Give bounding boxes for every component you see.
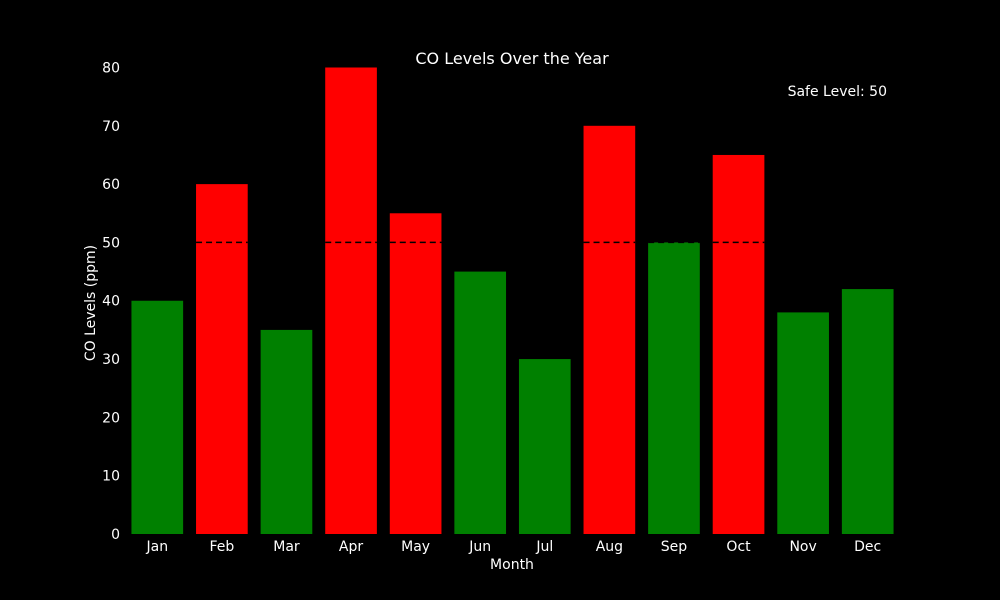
- y-axis-label: CO Levels (ppm): [83, 245, 99, 361]
- x-tick-label-apr: Apr: [339, 539, 363, 555]
- bar-sep: [648, 242, 700, 535]
- y-tick-label-40: 40: [102, 294, 120, 310]
- bar-jun: [454, 271, 507, 534]
- x-axis-ticks: Jan Feb Mar Apr May Jun Jul Aug Sep Oct Nov Dec: [145, 539, 881, 555]
- bar-may: [389, 213, 442, 535]
- bar-nov: [777, 312, 829, 534]
- x-tick-label-dec: Dec: [854, 539, 881, 555]
- x-tick-label-jan: Jan: [145, 539, 168, 555]
- bar-mar: [260, 329, 313, 534]
- x-tick-label-feb: Feb: [209, 539, 234, 555]
- y-tick-label-30: 30: [102, 352, 120, 368]
- x-tick-label-nov: Nov: [789, 539, 816, 555]
- bars-group: [131, 67, 894, 535]
- y-tick-label-70: 70: [102, 119, 120, 135]
- bar-aug: [583, 125, 636, 535]
- x-tick-label-oct: Oct: [726, 539, 751, 555]
- x-tick-label-mar: Mar: [273, 539, 300, 555]
- bar-apr: [325, 67, 377, 535]
- chart-title: CO Levels Over the Year: [415, 49, 609, 68]
- y-tick-label-80: 80: [102, 60, 120, 76]
- bar-feb: [196, 184, 248, 534]
- x-tick-label-aug: Aug: [596, 539, 623, 555]
- y-tick-label-0: 0: [111, 527, 120, 543]
- x-tick-label-may: May: [401, 539, 430, 555]
- y-tick-label-50: 50: [102, 235, 120, 251]
- y-tick-label-20: 20: [102, 410, 120, 426]
- bar-oct: [712, 154, 765, 534]
- y-tick-label-10: 10: [102, 469, 120, 485]
- x-tick-label-sep: Sep: [661, 539, 688, 555]
- y-axis-ticks: 0 10 20 30 40 50 60 70 80: [102, 60, 120, 543]
- x-tick-label-jul: Jul: [535, 539, 553, 555]
- bar-dec: [841, 289, 894, 534]
- safe-level-annotation: Safe Level: 50: [788, 84, 887, 100]
- x-tick-label-jun: Jun: [468, 539, 491, 555]
- bar-jan: [131, 300, 184, 534]
- x-axis-label: Month: [490, 557, 534, 573]
- y-tick-label-60: 60: [102, 177, 120, 193]
- bar-jul: [518, 359, 571, 534]
